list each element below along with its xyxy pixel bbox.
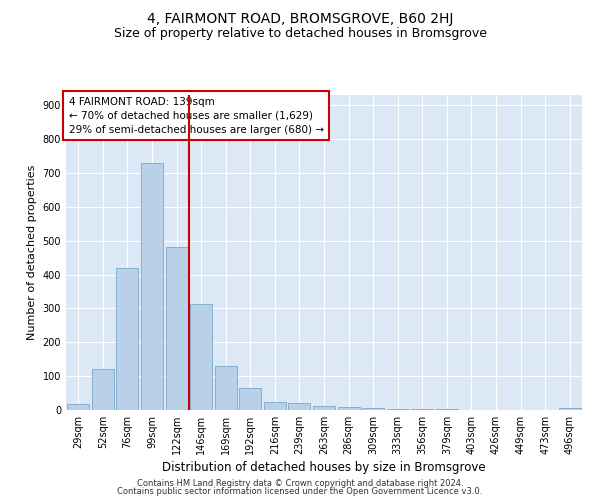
Text: Contains HM Land Registry data © Crown copyright and database right 2024.: Contains HM Land Registry data © Crown c… xyxy=(137,478,463,488)
Text: 4 FAIRMONT ROAD: 139sqm
← 70% of detached houses are smaller (1,629)
29% of semi: 4 FAIRMONT ROAD: 139sqm ← 70% of detache… xyxy=(68,96,323,134)
Bar xyxy=(338,408,359,410)
Bar xyxy=(313,406,335,410)
Bar xyxy=(559,408,581,410)
Bar xyxy=(116,268,139,410)
Bar xyxy=(362,408,384,410)
Bar xyxy=(386,409,409,410)
Bar xyxy=(215,366,237,410)
X-axis label: Distribution of detached houses by size in Bromsgrove: Distribution of detached houses by size … xyxy=(162,461,486,474)
Bar xyxy=(264,402,286,410)
Y-axis label: Number of detached properties: Number of detached properties xyxy=(27,165,37,340)
Bar xyxy=(239,388,262,410)
Bar xyxy=(67,404,89,410)
Bar xyxy=(141,164,163,410)
Bar xyxy=(411,409,433,410)
Text: 4, FAIRMONT ROAD, BROMSGROVE, B60 2HJ: 4, FAIRMONT ROAD, BROMSGROVE, B60 2HJ xyxy=(147,12,453,26)
Bar xyxy=(190,304,212,410)
Bar xyxy=(92,370,114,410)
Bar xyxy=(289,402,310,410)
Text: Size of property relative to detached houses in Bromsgrove: Size of property relative to detached ho… xyxy=(113,28,487,40)
Text: Contains public sector information licensed under the Open Government Licence v3: Contains public sector information licen… xyxy=(118,487,482,496)
Bar xyxy=(166,248,188,410)
